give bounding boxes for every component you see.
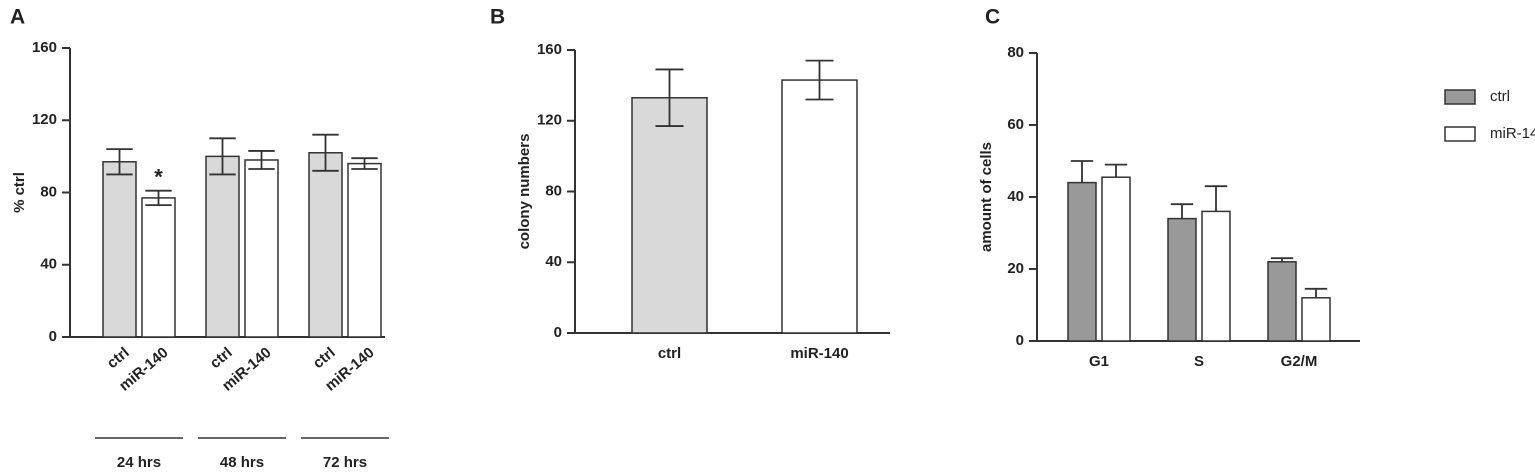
- bar: [244, 159, 279, 338]
- y-axis-label: colony numbers: [516, 134, 533, 250]
- y-tick-label: 80: [40, 183, 57, 200]
- x-tick-label: G2/M: [1281, 353, 1318, 370]
- y-tick-label: 160: [537, 41, 562, 58]
- legend-label: ctrl: [1490, 88, 1510, 105]
- y-tick-label: 0: [554, 324, 562, 341]
- y-tick-label: 40: [1007, 188, 1024, 205]
- annotation: *: [154, 165, 163, 190]
- x-tick-label: ctrl: [658, 345, 681, 362]
- x-tick-label: S: [1194, 353, 1204, 370]
- y-tick-label: 80: [545, 182, 562, 199]
- bar: [141, 197, 176, 338]
- y-tick-label: 160: [32, 39, 57, 56]
- bar: [631, 97, 708, 334]
- panel-letter: B: [490, 6, 505, 29]
- bar: [347, 162, 382, 338]
- x-tick-label: ctrl: [310, 344, 339, 372]
- x-tick-label: ctrl: [207, 344, 236, 372]
- y-tick-label: 0: [49, 328, 57, 345]
- y-tick-label: 120: [537, 112, 562, 129]
- y-tick-label: 60: [1007, 116, 1024, 133]
- panel-letter: C: [985, 6, 1000, 29]
- bar: [781, 79, 858, 334]
- bar: [308, 152, 343, 338]
- x-tick-label: G1: [1089, 353, 1109, 370]
- y-tick-label: 0: [1016, 332, 1024, 349]
- bar: [1067, 181, 1097, 342]
- y-tick-label: 40: [545, 253, 562, 270]
- y-tick-label: 20: [1007, 260, 1024, 277]
- y-tick-label: 40: [40, 256, 57, 273]
- legend-swatch: [1444, 126, 1476, 142]
- bar: [1201, 210, 1231, 342]
- x-tick-label: ctrl: [104, 344, 133, 372]
- group-label: 48 hrs: [220, 454, 264, 471]
- group-label: 24 hrs: [117, 454, 161, 471]
- legend-swatch: [1444, 89, 1476, 105]
- bar: [1267, 261, 1297, 342]
- bar: [1301, 297, 1331, 342]
- bar: [205, 155, 240, 338]
- x-tick-label: miR-140: [790, 345, 848, 362]
- group-label: 72 hrs: [323, 454, 367, 471]
- y-tick-label: 80: [1007, 44, 1024, 61]
- legend-label: miR-140: [1490, 125, 1535, 142]
- y-tick-label: 120: [32, 111, 57, 128]
- bar: [1101, 176, 1131, 342]
- y-axis-label: % ctrl: [11, 172, 28, 213]
- panel-letter: A: [10, 6, 25, 29]
- bar: [1167, 217, 1197, 342]
- bar: [102, 161, 137, 338]
- y-axis-label: amount of cells: [978, 142, 995, 252]
